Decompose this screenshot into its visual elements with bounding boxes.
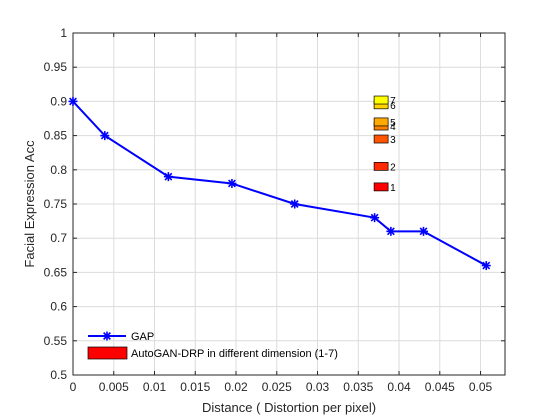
y-tick-label: 0.55	[44, 334, 68, 348]
gap-data-point	[290, 199, 300, 209]
gap-data-point	[481, 261, 491, 271]
dimension-3-label: 3	[390, 135, 396, 146]
y-tick-label: 0.85	[44, 129, 68, 143]
x-tick-label: 0.01	[143, 380, 167, 394]
legend-autogan-label: AutoGAN-DRP in different dimension (1-7)	[131, 348, 338, 360]
y-tick-label: 0.7	[50, 231, 67, 245]
legend: GAP AutoGAN-DRP in different dimension (1…	[87, 331, 338, 360]
y-tick-label: 0.8	[50, 163, 67, 177]
gap-data-point	[370, 213, 380, 223]
dimension-2-marker	[373, 162, 389, 171]
x-tick-label: 0.015	[180, 380, 210, 394]
dimension-2-label: 2	[390, 162, 396, 173]
x-axis-label: Distance ( Distortion per pixel)	[202, 400, 376, 415]
x-tick-label: 0.045	[425, 380, 455, 394]
y-tick-label: 0.9	[50, 94, 67, 108]
dimension-7-label: 7	[390, 96, 396, 107]
x-tick-label: 0.04	[387, 380, 411, 394]
gap-data-point	[68, 96, 78, 106]
y-tick-label: 0.65	[44, 265, 68, 279]
x-tick-label: 0.035	[343, 380, 373, 394]
x-tick-label: 0.03	[306, 380, 330, 394]
dimension-4-label: 4	[390, 122, 396, 133]
x-tick-label: 0.025	[262, 380, 292, 394]
y-tick-label: 0.6	[50, 300, 67, 314]
grid-lines	[72, 32, 505, 376]
x-tick-label: 0	[70, 380, 77, 394]
y-tick-label: 0.75	[44, 197, 68, 211]
y-tick-label: 0.95	[44, 60, 68, 74]
legend-gap-marker	[102, 331, 112, 341]
dimension-1-marker	[373, 182, 389, 192]
gap-data-point	[163, 172, 173, 182]
dimension-7-marker	[373, 95, 389, 105]
x-tick-label: 0.005	[99, 380, 129, 394]
y-tick-label: 0.5	[50, 368, 67, 382]
dimension-5-label: 5	[390, 118, 396, 129]
gap-data-point	[386, 226, 396, 236]
legend-autogan-swatch	[87, 346, 128, 360]
gap-data-point	[100, 131, 110, 141]
axis-ticks: 0 0.005 0.01 0.015 0.02 0.025 0.03 0.035 0.04 0.0…	[44, 26, 505, 394]
gap-data-point	[227, 178, 237, 188]
dimension-5-marker	[373, 117, 389, 127]
x-tick-label: 0.05	[469, 380, 493, 394]
dimension-3-marker	[373, 134, 389, 144]
dimension-1-label: 1	[390, 183, 396, 194]
gap-series-line	[72, 100, 487, 267]
y-tick-label: 1	[60, 26, 67, 40]
gap-data-point	[418, 226, 428, 236]
y-axis-label: Facial Expression Acc	[22, 140, 37, 268]
dimension-6-label: 6	[390, 101, 396, 112]
legend-gap-label: GAP	[131, 331, 154, 343]
x-tick-label: 0.02	[224, 380, 248, 394]
